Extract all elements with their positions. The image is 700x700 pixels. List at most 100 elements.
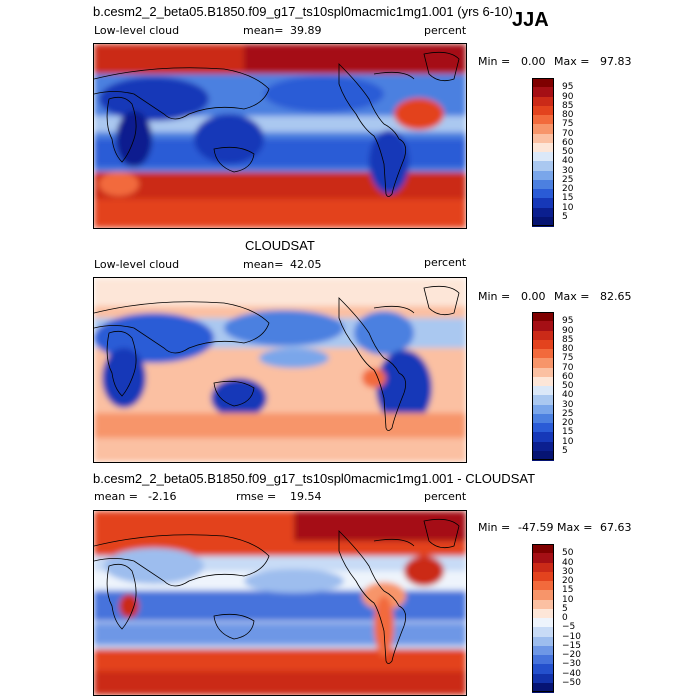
panel-3-colorbar: 50 40 30 20 15 10 5 0 −5 −10 −15 −20 −30 −40 −50 — [532, 544, 592, 693]
colorbar-tick-label: −50 — [562, 677, 581, 688]
colorbar-segment — [532, 682, 554, 693]
colorbar-segment — [532, 115, 554, 125]
colorbar-tick-label: 75 — [562, 119, 574, 130]
colorbar-segment — [532, 432, 554, 442]
colorbar-segment — [532, 216, 554, 227]
panel-2-max-label: Max = — [554, 290, 590, 303]
colorbar-tick-label: 80 — [562, 344, 574, 354]
colorbar-tick-label: 30 — [562, 165, 574, 176]
colorbar-tick-label: 15 — [562, 585, 574, 596]
colorbar-tick-label: −15 — [562, 640, 581, 651]
colorbar-tick-label: 5 — [562, 445, 568, 456]
colorbar-segment — [532, 423, 554, 433]
colorbar-tick-label: 30 — [562, 399, 574, 410]
panel-3-map-svg — [94, 511, 466, 695]
panel-3-unit: percent — [424, 490, 467, 503]
panel-3-min-value: -47.59 — [518, 521, 554, 534]
colorbar-segment — [532, 96, 554, 107]
colorbar-segment — [532, 87, 554, 97]
colorbar-segment — [532, 636, 554, 647]
panel-3-min-label: Min = — [478, 521, 511, 534]
colorbar-segment — [532, 413, 554, 424]
colorbar-segment — [532, 395, 554, 405]
panel-2-map-svg — [94, 278, 466, 462]
colorbar-tick-label: 15 — [562, 427, 574, 438]
panel-2-variable-label: Low-level cloud — [94, 258, 180, 271]
colorbar-tick-label: 75 — [562, 353, 574, 364]
colorbar-tick-label: 10 — [562, 436, 574, 447]
panel-2-max-value: 82.65 — [600, 290, 632, 303]
colorbar-segment — [532, 544, 554, 554]
colorbar-tick-label: 70 — [562, 128, 574, 139]
panel-2-colorbar: 95 90 85 80 75 70 60 50 40 30 25 20 15 10 5 — [532, 312, 592, 461]
colorbar-segment — [532, 404, 554, 415]
colorbar-segment — [532, 581, 554, 591]
panel-1-mean-value: 39.89 — [290, 24, 322, 37]
colorbar-tick-label: −30 — [562, 659, 581, 670]
panel-3-mean-label: mean = — [94, 490, 138, 503]
panel-3-mean-value: -2.16 — [148, 490, 177, 503]
panel-3-max-label: Max = — [557, 521, 593, 534]
colorbar-tick-label: 0 — [562, 613, 568, 623]
colorbar-segment — [532, 655, 554, 665]
colorbar-tick-label: −40 — [562, 668, 581, 679]
colorbar-segment — [532, 608, 554, 619]
panel-1-map — [93, 43, 467, 229]
colorbar-tick-label: 20 — [562, 184, 574, 194]
colorbar-tick-label: −5 — [562, 622, 576, 633]
colorbar-segment — [532, 562, 554, 573]
colorbar-segment — [532, 321, 554, 331]
panel-1-colorbar: 95 90 85 80 75 70 60 50 40 30 25 20 15 10 5 — [532, 78, 592, 227]
panel-2-mean-label: mean= — [243, 258, 284, 271]
colorbar-tick-label: 40 — [562, 557, 574, 568]
panel-1-mean-label: mean= — [243, 24, 284, 37]
colorbar-segment — [532, 553, 554, 563]
colorbar-tick-label: 70 — [562, 362, 574, 373]
colorbar-tick-label: 30 — [562, 566, 574, 577]
colorbar-segment — [532, 312, 554, 322]
colorbar-tick-label: 95 — [562, 82, 574, 93]
panel-1-max-label: Max = — [554, 55, 590, 68]
season-label: JJA — [512, 9, 549, 31]
colorbar-tick-label: 5 — [562, 211, 568, 222]
colorbar-segment — [532, 571, 554, 582]
panel-1-unit: percent — [424, 24, 467, 37]
colorbar-tick-label: 25 — [562, 174, 574, 185]
colorbar-tick-label: −20 — [562, 650, 581, 660]
panel-1-max-value: 97.83 — [600, 55, 632, 68]
colorbar-segment — [532, 627, 554, 637]
colorbar-segment — [532, 339, 554, 350]
panel-1-min-value: 0.00 — [521, 55, 546, 68]
colorbar-segment — [532, 599, 554, 610]
colorbar-segment — [532, 105, 554, 116]
panel-1-variable-label: Low-level cloud — [94, 24, 180, 37]
panel-3-max-value: 67.63 — [600, 521, 632, 534]
panel-3-rmse-value: 19.54 — [290, 490, 322, 503]
colorbar-tick-label: 20 — [562, 576, 574, 586]
colorbar-tick-label: 60 — [562, 137, 574, 148]
colorbar-segment — [532, 207, 554, 218]
colorbar-segment — [532, 376, 554, 387]
panel-2-unit: percent — [424, 256, 467, 269]
panel-1-map-svg — [94, 44, 466, 228]
colorbar-segment — [532, 78, 554, 88]
colorbar-segment — [532, 330, 554, 341]
colorbar-tick-label: 10 — [562, 202, 574, 213]
colorbar-tick-label: 50 — [562, 548, 574, 559]
colorbar-tick-label: 60 — [562, 371, 574, 382]
colorbar-frame — [532, 544, 554, 692]
panel-2-min-label: Min = — [478, 290, 511, 303]
colorbar-segment — [532, 645, 554, 656]
colorbar-segment — [532, 179, 554, 190]
colorbar-segment — [532, 386, 554, 396]
colorbar-tick-label: 85 — [562, 334, 574, 345]
colorbar-segment — [532, 358, 554, 368]
colorbar-tick-label: 95 — [562, 316, 574, 327]
panel-2-map — [93, 277, 467, 463]
colorbar-tick-label: 80 — [562, 110, 574, 120]
colorbar-segment — [532, 441, 554, 452]
colorbar-segment — [532, 590, 554, 600]
colorbar-segment — [532, 142, 554, 153]
panel-2-title: CLOUDSAT — [245, 238, 315, 253]
panel-3-rmse-label: rmse = — [236, 490, 277, 503]
